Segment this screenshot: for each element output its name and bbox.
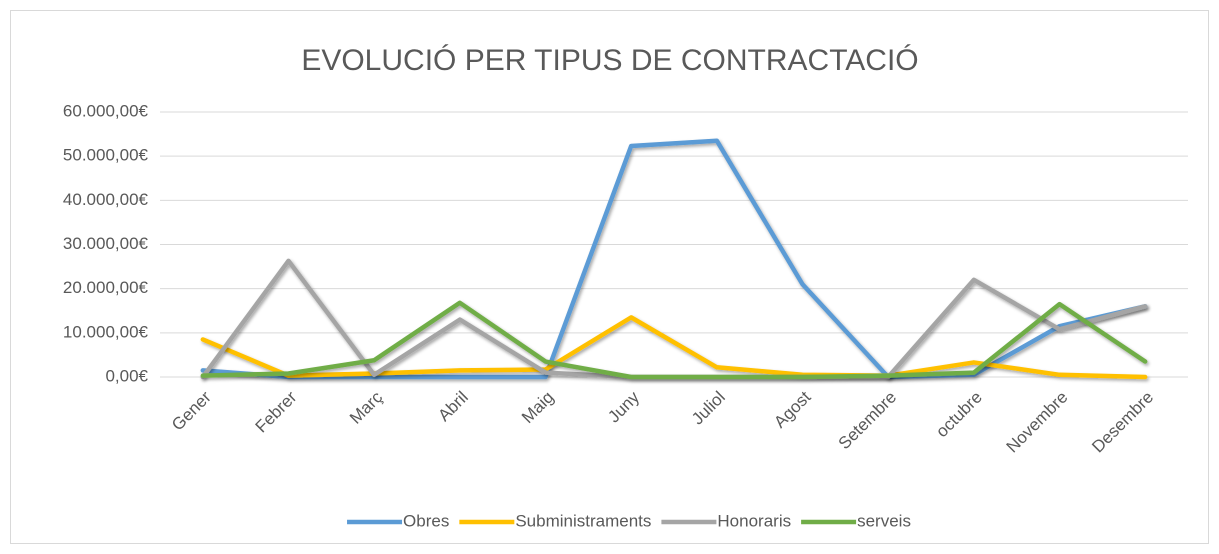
y-tick-label: 50.000,00€ xyxy=(63,146,149,165)
y-tick-label: 40.000,00€ xyxy=(63,190,149,209)
chart-title: EVOLUCIÓ PER TIPUS DE CONTRACTACIÓ xyxy=(301,44,918,77)
legend-label: Subministraments xyxy=(515,511,651,530)
series-line xyxy=(200,315,1148,380)
legend-label: serveis xyxy=(857,511,911,530)
series-line xyxy=(200,300,1148,380)
y-tick-label: 20.000,00€ xyxy=(63,278,149,297)
y-tick-label: 0,00€ xyxy=(105,366,148,385)
legend: Obres Subministraments Honoraris serveis xyxy=(347,511,911,530)
y-tick-label: 30.000,00€ xyxy=(63,234,149,253)
y-tick-label: 10.000,00€ xyxy=(63,322,149,341)
y-tick-label: 60.000,00€ xyxy=(63,101,149,120)
legend-label: Obres xyxy=(403,511,449,530)
chart-border xyxy=(10,10,1209,544)
legend-label: Honoraris xyxy=(717,511,791,530)
